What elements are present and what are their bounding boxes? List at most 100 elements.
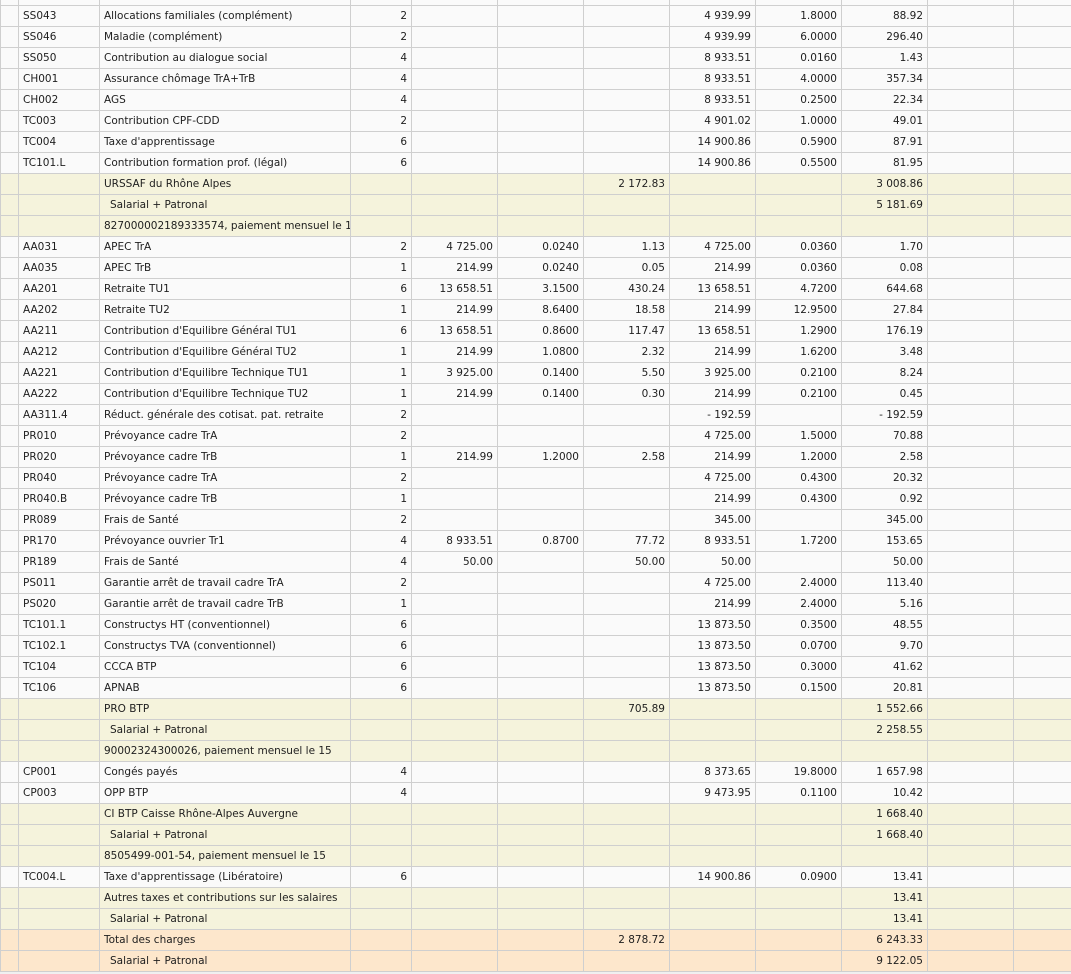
label-cell[interactable]: URSSAF du Rhône Alpes <box>99 173 351 195</box>
base-salarial-cell[interactable] <box>411 47 498 69</box>
label-cell[interactable]: 8505499-001-54, paiement mensuel le 15 <box>99 845 351 867</box>
amount-patronal-cell[interactable] <box>841 845 928 867</box>
label-cell[interactable]: Taxe d'apprentissage <box>99 131 351 153</box>
code-cell[interactable]: PR040 <box>18 467 100 489</box>
empty-cell[interactable] <box>1013 782 1071 804</box>
empty-cell[interactable] <box>1013 740 1071 762</box>
amount-salarial-cell[interactable]: 5.50 <box>583 362 670 384</box>
empty-cell[interactable] <box>1013 5 1071 27</box>
amount-patronal-cell[interactable]: 20.32 <box>841 467 928 489</box>
label-cell[interactable]: Salarial + Patronal <box>99 824 351 846</box>
base-patronal-cell[interactable] <box>669 719 756 741</box>
amount-patronal-cell[interactable]: 5.16 <box>841 593 928 615</box>
number-cell[interactable]: 2 <box>350 110 412 132</box>
empty-cell[interactable] <box>927 278 1014 300</box>
label-cell[interactable]: 90002324300026, paiement mensuel le 15 <box>99 740 351 762</box>
rate-salarial-cell[interactable] <box>497 131 584 153</box>
empty-cell[interactable] <box>1013 362 1071 384</box>
empty-cell[interactable] <box>1013 446 1071 468</box>
empty-cell[interactable] <box>1013 320 1071 342</box>
table-row[interactable]: TC106 APNAB 6 13 873.50 0.1500 20.81 <box>0 677 1071 699</box>
empty-cell[interactable] <box>1013 656 1071 678</box>
rate-patronal-cell[interactable]: 19.8000 <box>755 761 842 783</box>
amount-salarial-cell[interactable] <box>583 656 670 678</box>
number-cell[interactable]: 4 <box>350 782 412 804</box>
empty-cell[interactable] <box>927 887 1014 909</box>
base-patronal-cell[interactable]: 14 900.86 <box>669 152 756 174</box>
label-cell[interactable]: Contribution au dialogue social <box>99 47 351 69</box>
base-patronal-cell[interactable] <box>669 908 756 930</box>
number-cell[interactable]: 1 <box>350 383 412 405</box>
empty-cell[interactable] <box>1013 89 1071 111</box>
empty-cell[interactable] <box>927 467 1014 489</box>
table-row[interactable]: AA222 Contribution d'Equilibre Technique … <box>0 383 1071 405</box>
empty-cell[interactable] <box>927 635 1014 657</box>
rate-salarial-cell[interactable] <box>497 89 584 111</box>
rate-salarial-cell[interactable] <box>497 593 584 615</box>
group-subtotal-row[interactable]: URSSAF du Rhône Alpes 2 172.83 3 008.86 <box>0 173 1071 195</box>
empty-cell[interactable] <box>1013 572 1071 594</box>
base-salarial-cell[interactable]: 214.99 <box>411 299 498 321</box>
amount-patronal-cell[interactable]: 345.00 <box>841 509 928 531</box>
rate-salarial-cell[interactable] <box>497 68 584 90</box>
base-salarial-cell[interactable] <box>411 215 498 237</box>
rate-patronal-cell[interactable]: 1.5000 <box>755 425 842 447</box>
amount-salarial-cell[interactable] <box>583 950 670 972</box>
code-cell[interactable]: AA222 <box>18 383 100 405</box>
rate-patronal-cell[interactable] <box>755 740 842 762</box>
amount-patronal-cell[interactable]: 22.34 <box>841 89 928 111</box>
rate-salarial-cell[interactable] <box>497 887 584 909</box>
number-cell[interactable] <box>350 824 412 846</box>
number-cell[interactable] <box>350 698 412 720</box>
empty-cell[interactable] <box>927 404 1014 426</box>
code-cell[interactable]: AA212 <box>18 341 100 363</box>
empty-cell[interactable] <box>1013 719 1071 741</box>
empty-cell[interactable] <box>1013 68 1071 90</box>
amount-patronal-cell[interactable]: 153.65 <box>841 530 928 552</box>
empty-cell[interactable] <box>927 761 1014 783</box>
empty-cell[interactable] <box>927 614 1014 636</box>
base-patronal-cell[interactable]: 4 725.00 <box>669 425 756 447</box>
amount-patronal-cell[interactable]: 176.19 <box>841 320 928 342</box>
rate-patronal-cell[interactable]: 1.6200 <box>755 341 842 363</box>
code-cell[interactable]: AA311.4 <box>18 404 100 426</box>
number-cell[interactable]: 6 <box>350 278 412 300</box>
empty-cell[interactable] <box>927 950 1014 972</box>
number-cell[interactable] <box>350 950 412 972</box>
empty-cell[interactable] <box>1013 173 1071 195</box>
label-cell[interactable]: AGS <box>99 89 351 111</box>
amount-patronal-cell[interactable]: 5 181.69 <box>841 194 928 216</box>
table-row[interactable]: AA212 Contribution d'Equilibre Général TU… <box>0 341 1071 363</box>
empty-cell[interactable] <box>1013 26 1071 48</box>
base-patronal-cell[interactable]: 214.99 <box>669 383 756 405</box>
code-cell[interactable] <box>18 929 100 951</box>
number-cell[interactable] <box>350 929 412 951</box>
table-row[interactable]: TC003 Contribution CPF-CDD 2 4 901.02 1.0000… <box>0 110 1071 132</box>
number-cell[interactable]: 4 <box>350 551 412 573</box>
rate-salarial-cell[interactable]: 1.2000 <box>497 446 584 468</box>
base-salarial-cell[interactable] <box>411 908 498 930</box>
number-cell[interactable] <box>350 887 412 909</box>
rate-patronal-cell[interactable] <box>755 173 842 195</box>
amount-salarial-cell[interactable] <box>583 614 670 636</box>
code-cell[interactable] <box>18 719 100 741</box>
base-patronal-cell[interactable] <box>669 950 756 972</box>
rate-patronal-cell[interactable]: 0.3500 <box>755 614 842 636</box>
empty-cell[interactable] <box>1013 950 1071 972</box>
amount-patronal-cell[interactable]: 13.41 <box>841 887 928 909</box>
code-cell[interactable]: CH001 <box>18 68 100 90</box>
empty-cell[interactable] <box>927 320 1014 342</box>
number-cell[interactable]: 2 <box>350 404 412 426</box>
number-cell[interactable]: 1 <box>350 446 412 468</box>
empty-cell[interactable] <box>927 488 1014 510</box>
amount-salarial-cell[interactable] <box>583 803 670 825</box>
base-patronal-cell[interactable] <box>669 698 756 720</box>
amount-patronal-cell[interactable]: 296.40 <box>841 26 928 48</box>
code-cell[interactable] <box>18 740 100 762</box>
rate-salarial-cell[interactable]: 0.0240 <box>497 236 584 258</box>
number-cell[interactable]: 6 <box>350 866 412 888</box>
amount-patronal-cell[interactable]: - 192.59 <box>841 404 928 426</box>
empty-cell[interactable] <box>1013 593 1071 615</box>
amount-salarial-cell[interactable] <box>583 26 670 48</box>
empty-cell[interactable] <box>927 740 1014 762</box>
